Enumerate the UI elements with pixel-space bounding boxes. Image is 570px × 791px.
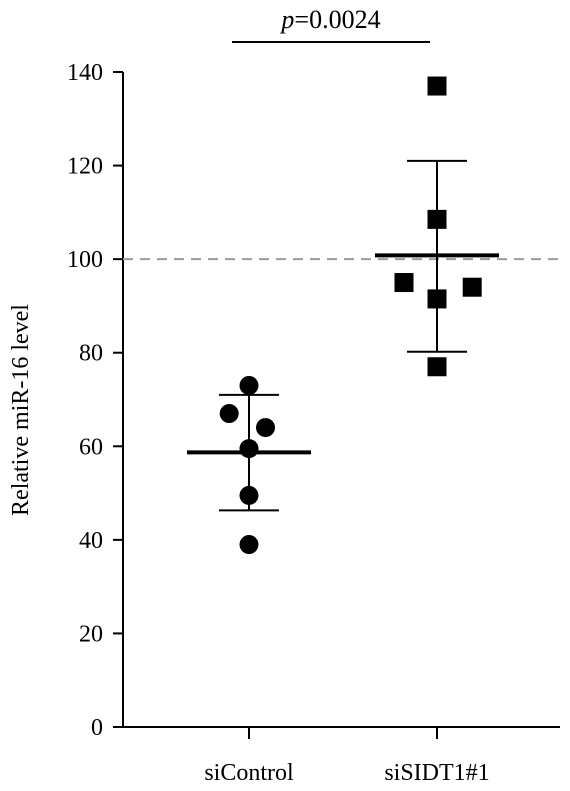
- y-ticks: 0 20 40 60 80 100 120 140: [67, 60, 123, 741]
- p-value-label: p=0.0024: [279, 5, 380, 34]
- data-point-square: [427, 289, 447, 309]
- y-axis: 0 20 40 60 80 100 120 140: [67, 60, 124, 741]
- y-tick-label-20: 20: [79, 621, 103, 647]
- y-tick-label-0: 0: [91, 715, 103, 741]
- data-groups: [187, 76, 499, 555]
- data-point-circle: [239, 535, 259, 555]
- significance-annotation: p=0.0024: [232, 5, 430, 43]
- x-ticks: siControl siSIDT1#1: [204, 727, 490, 786]
- data-point-circle: [256, 418, 275, 438]
- category-label-1: siSIDT1#1: [384, 760, 489, 786]
- data-point-circle: [219, 404, 239, 424]
- data-point-circle: [239, 485, 259, 505]
- data-point-square: [427, 76, 447, 96]
- group-0: [187, 375, 311, 555]
- data-point-circle: [239, 375, 259, 395]
- x-axis: siControl siSIDT1#1: [123, 726, 560, 786]
- y-tick-label-40: 40: [79, 528, 103, 554]
- y-tick-label-100: 100: [67, 247, 103, 273]
- y-tick-label-120: 120: [67, 154, 103, 180]
- category-label-0: siControl: [204, 760, 294, 786]
- y-axis-label: Relative miR-16 level: [8, 304, 34, 516]
- data-point-circle: [239, 439, 259, 459]
- data-point-square: [427, 357, 447, 377]
- group-1: [375, 76, 499, 377]
- y-tick-label-60: 60: [79, 434, 103, 460]
- data-point-square: [427, 209, 447, 229]
- data-point-square: [462, 277, 482, 297]
- y-tick-label-140: 140: [67, 60, 103, 86]
- y-tick-label-80: 80: [79, 341, 103, 367]
- data-point-square: [394, 273, 414, 293]
